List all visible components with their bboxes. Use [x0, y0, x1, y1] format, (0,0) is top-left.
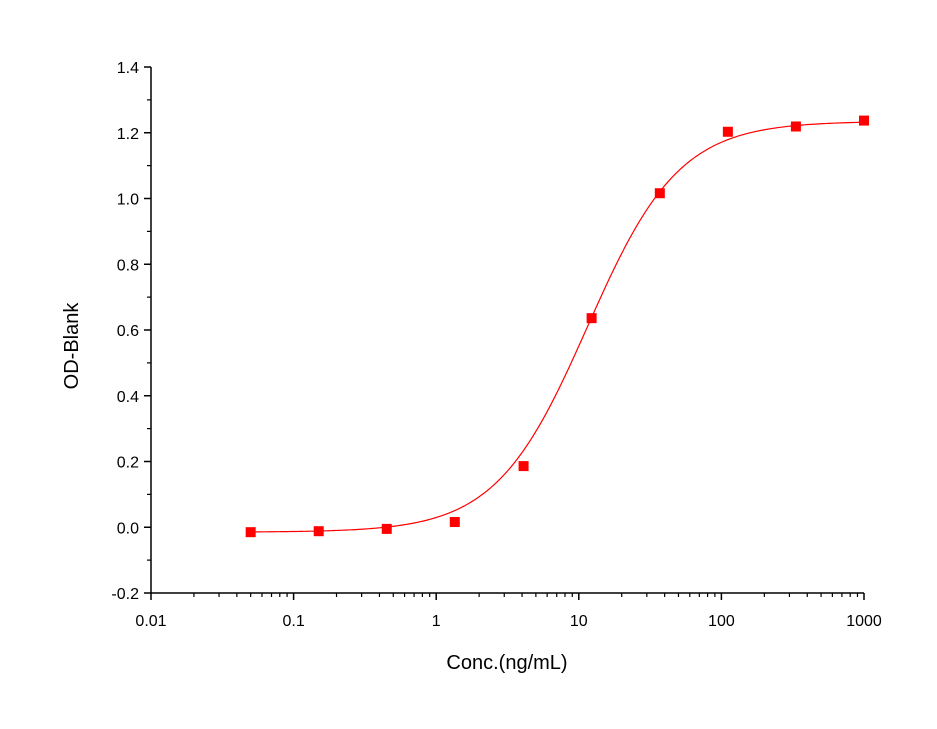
x-tick-label: 1 [432, 613, 441, 630]
data-point-marker [381, 523, 392, 534]
y-tick-label: 1.0 [117, 192, 139, 209]
data-point-marker [722, 126, 733, 137]
data-point-marker [790, 121, 801, 132]
axes: -0.2 0.0 0.2 0.4 0.6 0.8 1.0 1.2 1.4 0.01 0.1 1 10 10… [111, 60, 881, 630]
data-point-marker [586, 313, 597, 324]
y-tick-label: 0.6 [117, 323, 139, 340]
y-tick-label: 0.8 [117, 257, 139, 274]
x-tick-label: 1000 [846, 613, 882, 630]
y-tick-label: 1.2 [117, 126, 139, 143]
data-point-marker [245, 527, 256, 538]
data-point-marker [859, 115, 869, 126]
fit-curve-layer [250, 121, 865, 533]
y-tick-label: 0.4 [117, 389, 139, 406]
x-axis-title: Conc.(ng/mL) [446, 652, 567, 674]
fit-curve-line [250, 121, 865, 533]
data-point-marker [449, 516, 460, 527]
y-axis-title: OD-Blank [61, 302, 83, 390]
data-point-marker [313, 526, 324, 537]
x-tick-label: 100 [708, 613, 735, 630]
data-point-marker [518, 461, 529, 472]
x-tick-label: 0.01 [135, 613, 166, 630]
data-points [245, 115, 869, 538]
y-tick-label: 0.2 [117, 455, 139, 472]
y-tick-label: -0.2 [111, 586, 139, 603]
data-point-marker [654, 188, 665, 199]
y-tick-label: 1.4 [117, 60, 139, 77]
y-tick-label: 0.0 [117, 520, 139, 537]
x-tick-label: 10 [570, 613, 588, 630]
x-tick-label: 0.1 [282, 613, 304, 630]
